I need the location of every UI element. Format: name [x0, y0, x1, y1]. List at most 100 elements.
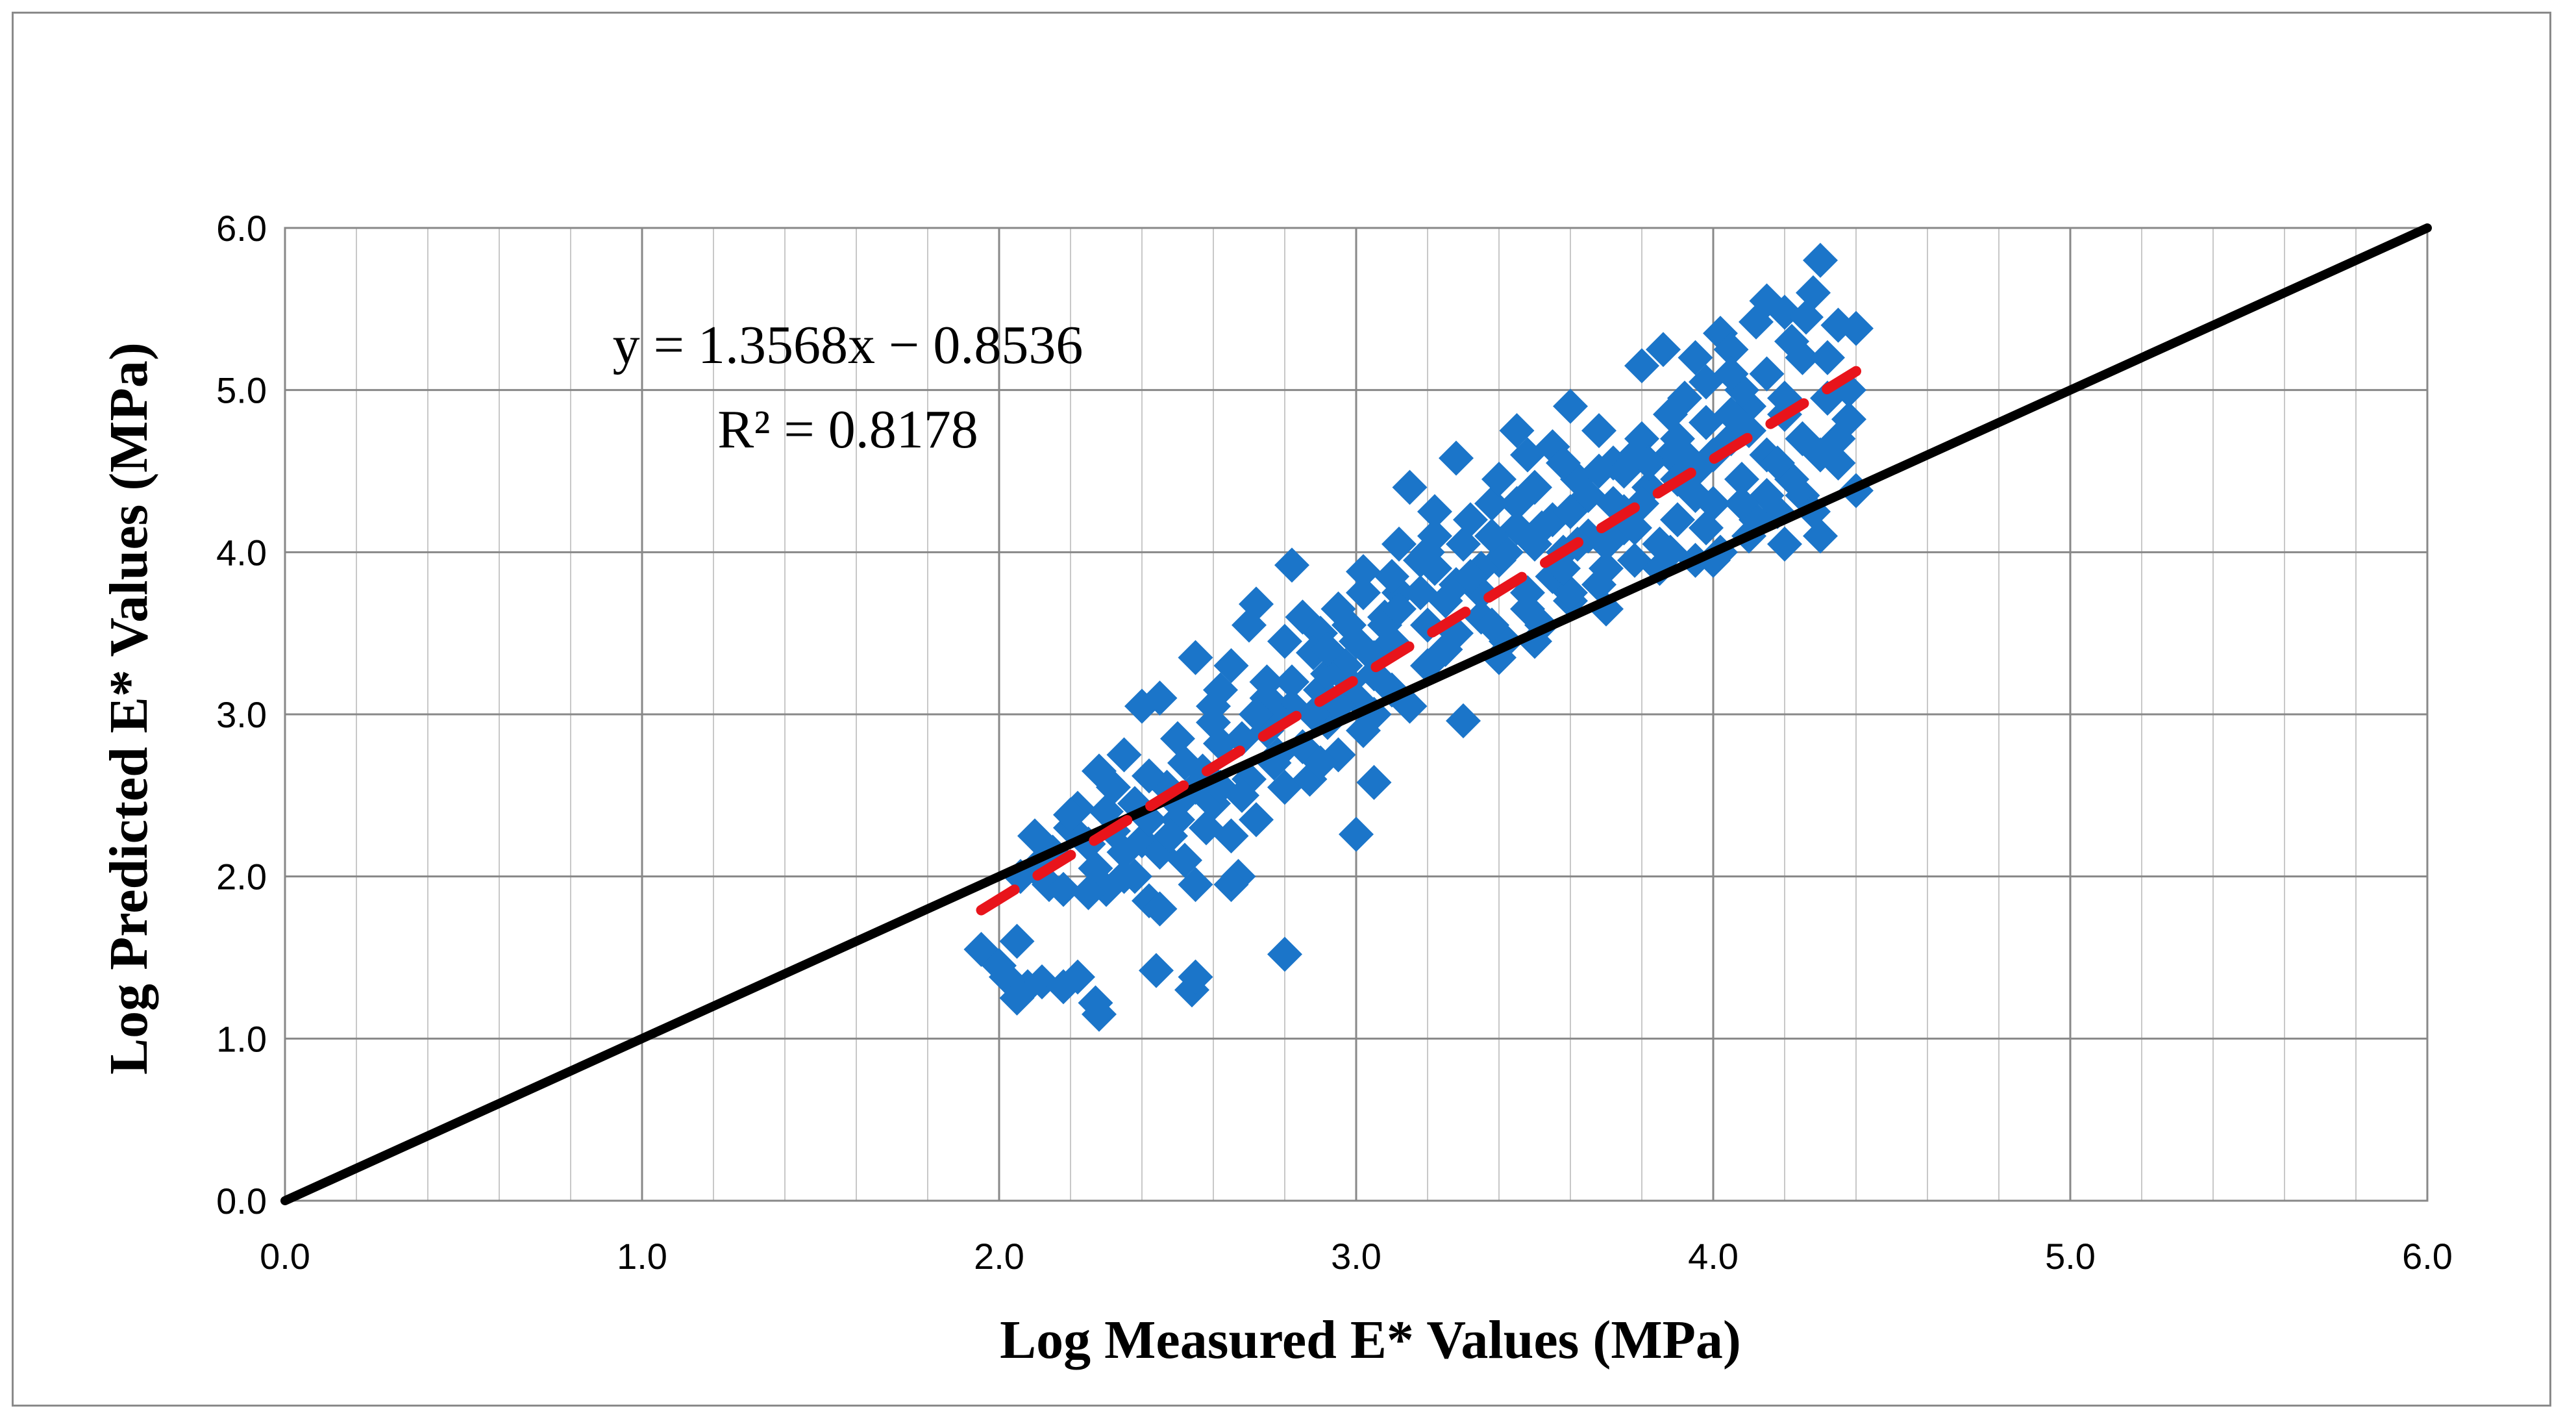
data-point — [1617, 437, 1652, 473]
data-point — [1071, 875, 1106, 910]
data-point — [1224, 721, 1259, 757]
y-tick-label: 4.0 — [216, 532, 267, 573]
y-tick-label: 5.0 — [216, 370, 267, 411]
data-point — [1096, 770, 1131, 805]
x-tick-label: 4.0 — [1688, 1236, 1739, 1277]
data-point — [1346, 554, 1381, 590]
data-point — [1417, 494, 1452, 529]
y-tick-label: 0.0 — [216, 1181, 267, 1221]
data-point — [1060, 959, 1095, 995]
data-point — [1106, 737, 1142, 773]
data-point — [1106, 834, 1142, 870]
data-point — [1132, 758, 1167, 794]
data-point — [1546, 445, 1581, 481]
data-point — [1810, 340, 1845, 375]
plot-area — [284, 227, 2429, 1202]
data-point — [1178, 640, 1213, 675]
data-point — [1267, 936, 1302, 972]
data-point — [1481, 461, 1517, 497]
data-point — [1820, 421, 1856, 457]
data-points — [963, 242, 1874, 1032]
data-point — [1213, 867, 1249, 903]
data-point — [1617, 510, 1652, 545]
data-point — [1239, 802, 1274, 838]
data-point — [1581, 453, 1616, 489]
scatter-chart: 0.0 1.0 2.0 3.0 4.0 5.0 6.0 0.0 1.0 2.0 3.0 4.0 5.0 6… — [99, 208, 2453, 1370]
data-point — [1078, 985, 1113, 1021]
x-tick-label: 5.0 — [2045, 1236, 2096, 1277]
data-point — [1339, 816, 1374, 852]
data-point — [1724, 461, 1759, 497]
data-point — [1499, 486, 1535, 521]
data-point — [1678, 340, 1713, 375]
data-point — [1789, 299, 1824, 335]
data-point — [1178, 867, 1213, 903]
data-point — [1474, 607, 1509, 643]
data-point — [1581, 413, 1616, 449]
data-point — [1689, 510, 1724, 545]
data-point — [1678, 477, 1713, 513]
x-tick-label: 2.0 — [974, 1236, 1024, 1277]
plot-border — [284, 227, 2429, 1202]
data-point — [1774, 323, 1809, 359]
data-point — [1178, 959, 1213, 995]
data-point — [1749, 283, 1785, 319]
data-point — [1713, 356, 1749, 392]
data-point — [1760, 445, 1795, 481]
data-point — [1274, 664, 1309, 700]
data-point — [1524, 510, 1559, 545]
data-point — [1392, 470, 1428, 505]
data-point — [1310, 656, 1345, 692]
x-axis-title: Log Measured E* Values (MPa) — [1000, 1310, 1741, 1370]
data-point — [1839, 310, 1874, 346]
data-point — [1749, 356, 1785, 392]
data-point — [1724, 486, 1759, 521]
data-point — [1667, 437, 1702, 473]
data-point — [1653, 397, 1688, 432]
data-point — [1374, 558, 1409, 594]
data-point — [1381, 526, 1417, 562]
data-point — [1713, 332, 1749, 368]
data-point — [1196, 705, 1231, 740]
data-point — [1142, 681, 1178, 716]
data-point — [1453, 558, 1488, 594]
data-point — [1346, 575, 1381, 610]
data-point — [1310, 632, 1345, 668]
y-tick-label: 6.0 — [216, 208, 267, 249]
data-point — [1224, 777, 1259, 813]
data-point — [1142, 891, 1178, 927]
data-point — [1267, 623, 1302, 659]
data-point — [1803, 242, 1838, 278]
y-axis-title: Log Predicted E* Values (MPa) — [99, 342, 159, 1075]
data-point — [1439, 440, 1474, 476]
data-point — [1203, 672, 1238, 708]
data-point — [1767, 526, 1802, 562]
data-point — [1153, 818, 1188, 854]
data-point — [1403, 575, 1438, 610]
reference-lines — [280, 223, 2432, 1205]
data-point — [1239, 586, 1274, 622]
data-point — [1446, 526, 1481, 562]
data-point — [1239, 697, 1274, 732]
data-point — [1446, 703, 1481, 738]
data-point — [1553, 388, 1588, 424]
y-tick-label: 3.0 — [216, 694, 267, 735]
tick-labels: 0.0 1.0 2.0 3.0 4.0 5.0 6.0 0.0 1.0 2.0 3.0 4.0 5.0 6… — [216, 208, 2453, 1277]
data-point — [1189, 810, 1224, 846]
chart-frame: 0.0 1.0 2.0 3.0 4.0 5.0 6.0 0.0 1.0 2.0 3.0 4.0 5.0 6… — [12, 12, 2551, 1407]
y-tick-label: 2.0 — [216, 857, 267, 897]
data-point — [1017, 818, 1052, 854]
equality-line-thin — [998, 486, 1857, 878]
trendline-equation: y = 1.3568x − 0.8536 — [613, 315, 1084, 375]
r-squared-label: R² = 0.8178 — [717, 399, 978, 460]
data-point — [1474, 518, 1509, 554]
data-point — [1139, 953, 1174, 988]
x-tick-label: 6.0 — [2402, 1236, 2453, 1277]
y-tick-label: 1.0 — [216, 1018, 267, 1059]
data-point — [1356, 764, 1392, 800]
data-point — [1331, 607, 1367, 643]
data-point — [1553, 494, 1588, 529]
data-point — [1274, 547, 1309, 583]
data-point — [1510, 591, 1545, 627]
data-point — [999, 923, 1035, 959]
